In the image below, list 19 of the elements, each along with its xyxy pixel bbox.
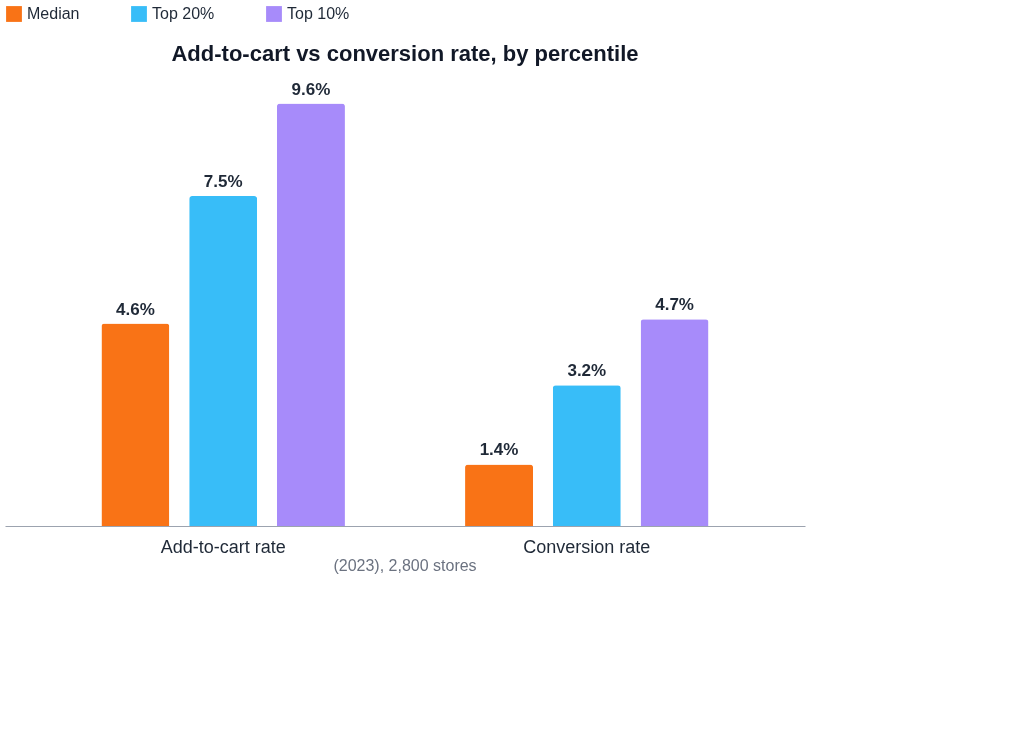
legend-label: Median	[27, 5, 80, 22]
data-label: 3.2%	[567, 361, 607, 381]
data-label: 4.6%	[116, 299, 155, 319]
bar	[640, 319, 709, 526]
bar	[101, 323, 170, 526]
bar	[465, 464, 534, 526]
bar	[276, 103, 345, 526]
bar	[552, 385, 621, 526]
data-label: 7.5%	[203, 172, 243, 191]
data-label: 4.7%	[655, 295, 694, 315]
legend-label: Top 20%	[152, 5, 215, 22]
data-label: 9.6%	[291, 79, 331, 99]
x-tick-label: Conversion rate	[523, 536, 651, 557]
text: (2023), 2,800 stores	[333, 557, 477, 574]
chart-title: Add-to-cart vs conversion rate, by percentile	[171, 40, 639, 66]
legend-label: Top 10%	[287, 5, 350, 22]
data-label: 1.4%	[479, 440, 519, 460]
bar	[189, 196, 258, 526]
x-tick-label: Add-to-cart rate	[160, 536, 286, 557]
